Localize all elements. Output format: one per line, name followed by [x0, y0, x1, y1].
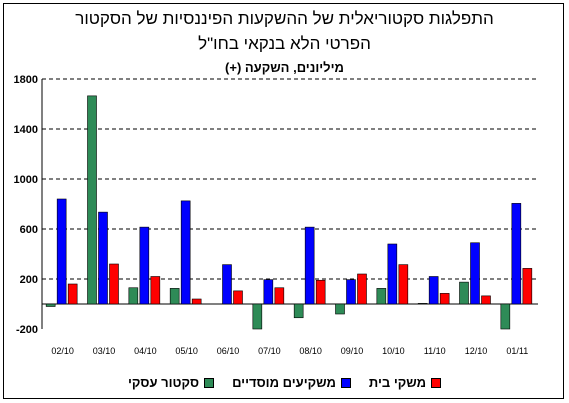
x-tick-label: 11/10: [424, 346, 446, 356]
bar-business: [87, 95, 97, 305]
bar-households: [522, 268, 533, 305]
bar-households: [439, 293, 450, 305]
bar-households: [109, 263, 119, 305]
bar-business: [169, 288, 180, 305]
chart-title: התפלגות סקטוריאלית של ההשקעות הפיננסיות …: [75, 9, 494, 28]
bar-households: [398, 264, 409, 305]
legend: משקי בית משקיעים מוסדיים סקטור עסקי: [0, 375, 569, 390]
legend-swatch-business: [204, 377, 215, 388]
x-tick-label: 10/10: [382, 346, 405, 356]
bar-business: [252, 303, 263, 330]
bar-business: [417, 303, 428, 305]
bar-business: [45, 303, 56, 307]
x-tick-label: 03/10: [93, 346, 116, 356]
bar-institutional: [346, 279, 356, 305]
legend-swatch-households: [431, 377, 442, 388]
bar-institutional: [180, 200, 191, 305]
x-tick-label: 08/10: [299, 346, 322, 356]
legend-label-business: סקטור עסקי: [127, 375, 200, 390]
y-tick-label: 200: [20, 274, 38, 286]
x-tick-label: 05/10: [175, 346, 198, 356]
bar-households: [67, 283, 78, 305]
legend-label-households: משקי בית: [368, 375, 427, 390]
bar-institutional: [304, 226, 315, 305]
bar-households: [315, 279, 326, 305]
bar-business: [376, 288, 387, 305]
y-tick-label: -200: [16, 324, 38, 336]
bar-households: [150, 276, 161, 305]
bar-institutional: [428, 276, 439, 305]
x-tick-label: 09/10: [341, 346, 364, 356]
x-tick-label: 06/10: [217, 346, 240, 356]
x-tick-label: 04/10: [134, 346, 157, 356]
legend-swatch-institutional: [340, 377, 351, 388]
bar-institutional: [56, 198, 67, 305]
bar-institutional: [98, 211, 108, 305]
legend-label-institutional: משקיעים מוסדיים: [232, 375, 336, 390]
bar-institutional: [139, 226, 150, 305]
bar-households: [191, 298, 202, 305]
legend-item-households: משקי בית: [368, 375, 442, 390]
y-tick-label: 1000: [14, 174, 38, 186]
y-tick-label: 1800: [14, 74, 38, 86]
legend-item-institutional: משקיעים מוסדיים: [232, 375, 351, 390]
bar-business: [128, 287, 139, 305]
bar-business: [459, 281, 469, 305]
bar-institutional: [263, 279, 274, 305]
x-tick-label: 02/10: [51, 346, 74, 356]
bar-households: [233, 290, 243, 305]
bar-institutional: [511, 203, 522, 305]
x-tick-label: 01/11: [506, 346, 528, 356]
bar-households: [481, 295, 491, 305]
bar-institutional: [470, 242, 480, 305]
bar-households: [357, 273, 367, 305]
x-tick-label: 12/10: [465, 346, 488, 356]
bar-institutional: [387, 243, 398, 305]
chart-title-line-2: הפרטי הלא בנקאי בחו"ל: [198, 34, 371, 53]
y-tick-label: 1400: [14, 124, 38, 136]
chart-subtitle: מיליונים, השקעה (+): [225, 60, 344, 75]
bar-households: [274, 287, 285, 305]
legend-item-business: סקטור עסקי: [127, 375, 215, 390]
x-tick-label: 07/10: [258, 346, 281, 356]
bar-business: [293, 303, 304, 319]
bar-business: [335, 303, 345, 315]
bar-business: [500, 303, 511, 330]
bar-institutional: [222, 264, 232, 305]
y-tick-label: 600: [20, 224, 38, 236]
